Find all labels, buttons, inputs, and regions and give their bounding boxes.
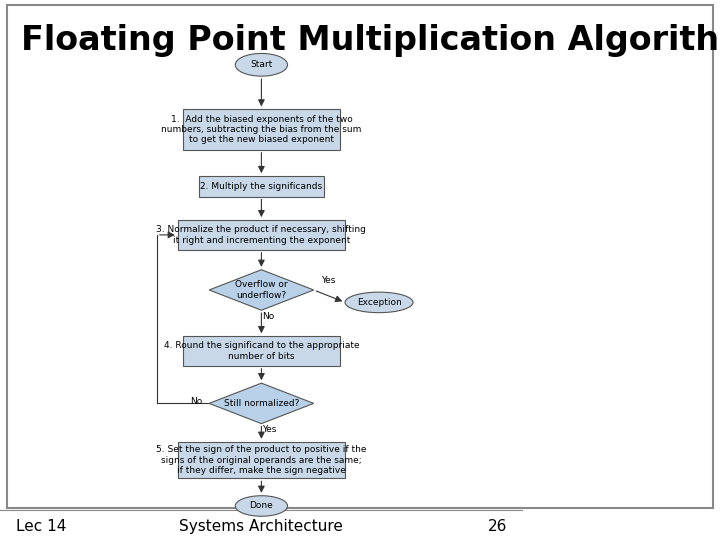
- Text: No: No: [191, 397, 203, 406]
- Text: Floating Point Multiplication Algorithm: Floating Point Multiplication Algorithm: [21, 24, 720, 57]
- Text: 26: 26: [487, 519, 507, 534]
- Text: 3. Normalize the product if necessary, shifting
it right and incrementing the ex: 3. Normalize the product if necessary, s…: [156, 225, 366, 245]
- FancyBboxPatch shape: [199, 176, 324, 197]
- Ellipse shape: [235, 496, 287, 516]
- FancyBboxPatch shape: [178, 442, 345, 478]
- FancyBboxPatch shape: [178, 220, 345, 249]
- Text: Overflow or
underflow?: Overflow or underflow?: [235, 280, 288, 300]
- Text: 2. Multiply the significands: 2. Multiply the significands: [200, 182, 323, 191]
- Text: No: No: [263, 313, 275, 321]
- Text: Lec 14: Lec 14: [16, 519, 66, 534]
- Text: Yes: Yes: [322, 275, 336, 285]
- Ellipse shape: [235, 53, 287, 76]
- Text: 5. Set the sign of the product to positive if the
signs of the original operands: 5. Set the sign of the product to positi…: [156, 445, 366, 475]
- Text: Start: Start: [251, 60, 273, 69]
- Ellipse shape: [345, 292, 413, 313]
- Text: Still normalized?: Still normalized?: [224, 399, 299, 408]
- Text: Systems Architecture: Systems Architecture: [179, 519, 343, 534]
- Polygon shape: [209, 383, 314, 423]
- Text: Exception: Exception: [356, 298, 402, 307]
- Text: Yes: Yes: [263, 426, 276, 434]
- Text: Done: Done: [250, 502, 274, 510]
- Text: 1.  Add the biased exponents of the two
numbers, subtracting the bias from the s: 1. Add the biased exponents of the two n…: [161, 114, 361, 145]
- FancyBboxPatch shape: [183, 109, 340, 150]
- Text: 4. Round the significand to the appropriate
number of bits: 4. Round the significand to the appropri…: [163, 341, 359, 361]
- Polygon shape: [209, 269, 314, 310]
- FancyBboxPatch shape: [183, 336, 340, 366]
